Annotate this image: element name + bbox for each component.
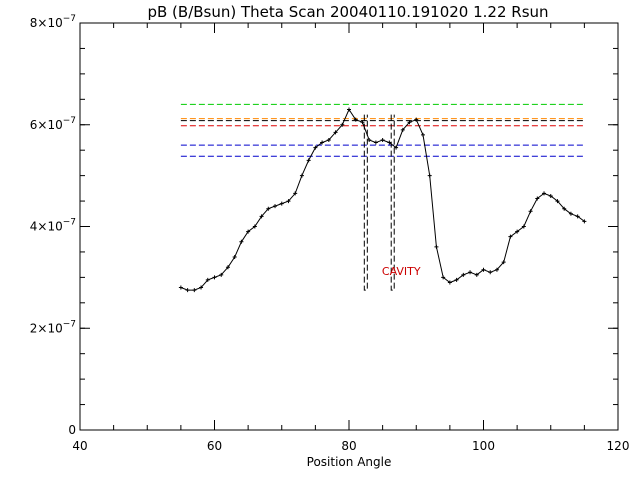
data-point-7 <box>225 265 230 270</box>
data-point-36 <box>420 132 425 137</box>
y-axis: 0 2×10−7 4×10−7 6×10−7 8×10−7 <box>30 14 618 437</box>
data-point-57 <box>562 206 567 211</box>
data-point-59 <box>575 214 580 219</box>
data-point-8 <box>232 255 237 260</box>
data-point-33 <box>400 127 405 132</box>
data-point-50 <box>515 229 520 234</box>
data-point-5 <box>212 275 217 280</box>
chart-title: pB (B/Bsun) Theta Scan 20040110.191020 1… <box>147 3 548 21</box>
data-point-52 <box>528 209 533 214</box>
data-point-0 <box>178 285 183 290</box>
cavity-boundary-1 <box>390 114 395 291</box>
data-point-30 <box>380 138 385 143</box>
cavity-boundaries <box>363 114 395 291</box>
data-point-4 <box>205 277 210 282</box>
data-point-46 <box>488 270 493 275</box>
data-point-15 <box>279 201 284 206</box>
data-point-19 <box>306 158 311 163</box>
data-point-35 <box>414 117 419 122</box>
reference-lines <box>180 103 585 157</box>
data-point-6 <box>219 272 224 277</box>
data-point-20 <box>313 145 318 150</box>
x-tick-label-3: 100 <box>472 439 495 453</box>
y-tick-label-1: 2×10−7 <box>30 319 76 335</box>
x-axis-label: Position Angle <box>307 455 392 469</box>
data-point-1 <box>185 288 190 293</box>
data-point-18 <box>299 173 304 178</box>
data-point-24 <box>340 122 345 127</box>
data-point-45 <box>481 267 486 272</box>
y-tick-label-0: 0 <box>68 423 76 437</box>
data-point-23 <box>333 130 338 135</box>
data-point-42 <box>461 272 466 277</box>
data-point-26 <box>353 117 358 122</box>
data-point-44 <box>474 272 479 277</box>
data-point-56 <box>555 199 560 204</box>
data-point-60 <box>582 219 587 224</box>
data-point-3 <box>199 285 204 290</box>
data-point-11 <box>252 224 257 229</box>
data-point-49 <box>508 234 513 239</box>
data-point-48 <box>501 260 506 265</box>
data-point-10 <box>246 229 251 234</box>
data-point-53 <box>535 196 540 201</box>
data-point-25 <box>347 107 351 112</box>
annotations: CAVITY <box>382 265 421 278</box>
data-point-41 <box>454 277 459 282</box>
profile-line <box>180 108 585 291</box>
data-point-9 <box>239 239 244 244</box>
data-point-27 <box>360 120 365 125</box>
data-point-58 <box>568 211 573 216</box>
data-point-21 <box>320 140 325 145</box>
x-axis: 40 60 80 100 120 <box>72 23 629 453</box>
data-point-31 <box>387 140 392 145</box>
x-tick-label-2: 80 <box>341 439 356 453</box>
data-point-43 <box>468 270 473 275</box>
data-point-17 <box>293 191 298 196</box>
data-point-38 <box>434 244 439 249</box>
data-point-47 <box>494 267 499 272</box>
data-point-2 <box>192 288 197 293</box>
y-tick-label-4: 8×10−7 <box>30 14 76 30</box>
data-point-51 <box>521 224 526 229</box>
data-point-37 <box>427 173 432 178</box>
data-point-13 <box>266 206 271 211</box>
plot-frame <box>79 22 619 431</box>
data-point-12 <box>259 214 264 219</box>
x-tick-label-4: 120 <box>607 439 630 453</box>
data-point-34 <box>407 120 412 125</box>
data-point-40 <box>447 280 452 285</box>
data-series <box>178 107 587 293</box>
data-point-32 <box>394 145 399 150</box>
data-point-22 <box>326 138 331 143</box>
y-tick-label-2: 4×10−7 <box>30 218 76 234</box>
x-tick-label-0: 40 <box>72 439 87 453</box>
data-point-16 <box>286 199 291 204</box>
y-tick-label-3: 6×10−7 <box>30 116 76 132</box>
data-point-39 <box>441 275 446 280</box>
data-point-14 <box>273 204 278 209</box>
data-point-55 <box>548 193 553 198</box>
data-point-28 <box>367 138 372 143</box>
annotation-0: CAVITY <box>382 265 421 278</box>
cavity-boundary-0 <box>363 114 368 291</box>
x-tick-label-1: 60 <box>207 439 222 453</box>
data-point-54 <box>542 191 547 196</box>
data-point-29 <box>373 140 378 145</box>
